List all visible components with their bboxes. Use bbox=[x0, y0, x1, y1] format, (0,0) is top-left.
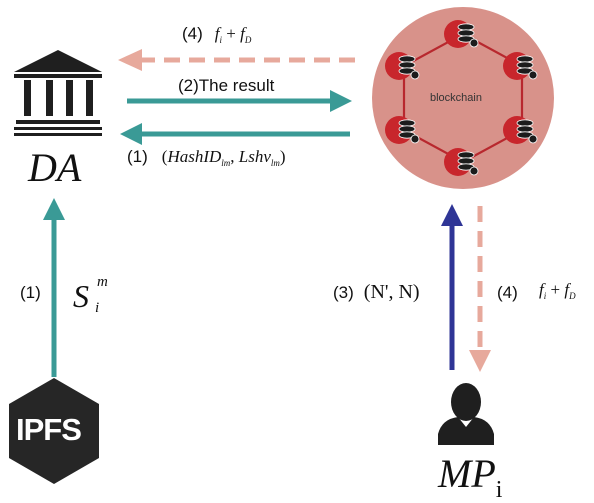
database-icon bbox=[516, 119, 538, 144]
ipfs-label: IPFS bbox=[16, 412, 82, 447]
mp-label-main: MP bbox=[438, 451, 496, 496]
mp-label: MPi bbox=[438, 450, 502, 503]
arrow-fee-to-mp bbox=[469, 206, 491, 372]
n-pair: (N', N) bbox=[363, 281, 420, 303]
comma: , bbox=[230, 147, 239, 166]
fd-symbol: f bbox=[240, 24, 245, 43]
fee-formula-mp: fi + fD bbox=[539, 280, 576, 301]
label-result: (2)The result bbox=[178, 76, 275, 95]
s-im-formula: S m i bbox=[73, 270, 133, 320]
label-fee-top: (4) fi + fD bbox=[182, 24, 251, 45]
database-icon bbox=[457, 151, 479, 176]
lshv-symbol: Lshv bbox=[238, 147, 271, 166]
f-subscript: i bbox=[543, 291, 547, 302]
arrow-result bbox=[127, 90, 352, 112]
arrow-mp-to-blockchain bbox=[441, 204, 463, 370]
blockchain-node bbox=[372, 7, 554, 189]
fd-symbol: f bbox=[564, 280, 570, 299]
label-ipfs-share: (1) bbox=[20, 283, 41, 303]
label-hash: (1) (HashIDlm, Lshvlm) bbox=[127, 147, 286, 168]
fd-subscript: D bbox=[569, 291, 576, 302]
blockchain-peer bbox=[385, 52, 420, 80]
step-number: (4) bbox=[497, 283, 518, 302]
f-subscript: i bbox=[219, 35, 223, 46]
f-symbol: f bbox=[539, 280, 544, 299]
step-number: (3) bbox=[333, 283, 354, 302]
database-icon bbox=[457, 23, 479, 48]
label-fee-mp: (4) bbox=[497, 283, 518, 303]
arrow-fee-to-da bbox=[118, 49, 355, 71]
da-label: DA bbox=[28, 145, 82, 190]
plus-sign: + bbox=[222, 24, 241, 43]
s-subscript: i bbox=[95, 300, 100, 316]
step-number: (1) bbox=[20, 283, 41, 302]
lshv-subscript: lm bbox=[270, 158, 280, 169]
s-superscript: m bbox=[97, 274, 108, 290]
arrow-hash-to-da bbox=[120, 123, 350, 145]
blockchain-peer bbox=[444, 20, 479, 48]
user-silhouette-icon bbox=[438, 383, 494, 445]
blockchain-label: blockchain bbox=[430, 92, 482, 104]
step-number: (1) bbox=[127, 147, 148, 166]
f-symbol: f bbox=[214, 24, 220, 43]
database-icon bbox=[398, 119, 420, 144]
fd-subscript: D bbox=[244, 35, 252, 46]
hash-symbol: HashID bbox=[167, 147, 222, 166]
arrow-ipfs-to-da bbox=[43, 198, 65, 377]
blockchain-peer bbox=[503, 52, 538, 80]
s-symbol: S bbox=[73, 278, 89, 314]
open-paren: ( bbox=[161, 147, 168, 166]
ipfs-hexagon-logo bbox=[9, 378, 99, 484]
blockchain-peers bbox=[385, 20, 538, 176]
close-paren: ) bbox=[279, 147, 286, 166]
plus-sign: + bbox=[546, 280, 565, 299]
blockchain-peer bbox=[503, 116, 538, 144]
step-number: (4) bbox=[182, 24, 203, 43]
label-mp-up: (3) (N', N) bbox=[333, 281, 420, 304]
database-icon bbox=[516, 55, 538, 80]
mp-label-sub: i bbox=[495, 477, 503, 503]
database-icon bbox=[398, 55, 420, 80]
hash-subscript: lm bbox=[221, 158, 231, 169]
blockchain-peer bbox=[444, 148, 479, 176]
bank-building-icon bbox=[14, 50, 102, 136]
blockchain-peer bbox=[385, 116, 420, 144]
